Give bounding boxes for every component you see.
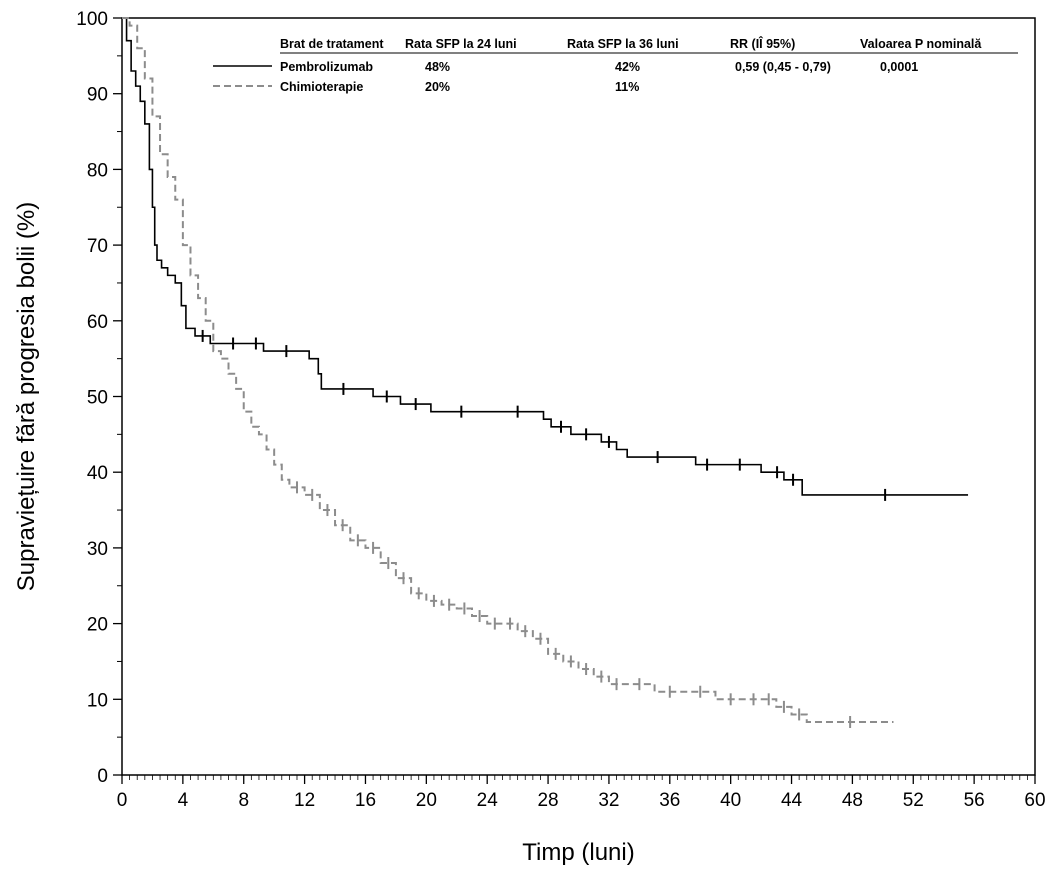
y-tick-label: 70: [87, 236, 108, 257]
y-tick-label: 40: [87, 463, 108, 484]
legend-table: Brat de tratament Rata SFP la 24 luni Rata…: [213, 36, 1018, 94]
table-header: Brat de tratament: [280, 37, 384, 51]
x-axis-title: Timp (luni): [522, 839, 634, 866]
y-tick-label: 60: [87, 312, 108, 333]
x-tick-label: 40: [720, 790, 741, 811]
table-cell: 0,0001: [880, 60, 918, 74]
y-tick-label: 100: [76, 9, 108, 30]
table-cell: 0,59 (0,45 - 0,79): [735, 60, 831, 74]
plot-border: [121, 17, 1036, 776]
table-cell: 11%: [615, 80, 639, 94]
x-tick-label: 32: [598, 790, 619, 811]
x-tick-label: 24: [477, 790, 499, 811]
x-tick-label: 20: [416, 790, 437, 811]
survival-curves: [122, 17, 969, 729]
table-cell: Pembrolizumab: [280, 60, 373, 74]
x-tick-label: 52: [903, 790, 924, 811]
y-tick-label: 20: [87, 615, 108, 636]
table-cell: 42%: [615, 60, 640, 74]
y-tick-label: 10: [87, 690, 108, 711]
plot-frame: [121, 17, 1036, 776]
x-tick-label: 8: [238, 790, 249, 811]
y-tick-label: 0: [97, 766, 108, 787]
x-tick-label: 12: [294, 790, 315, 811]
y-axis-title: Supraviețuire fără progresia bolii (%): [13, 202, 40, 592]
x-tick-label: 44: [781, 790, 803, 811]
x-tick-label: 4: [178, 790, 189, 811]
y-axis: 0 10 20 30 40 50 60 70 80 90 100: [76, 9, 122, 787]
curve-pembrolizumab: [122, 17, 969, 496]
table-cell: Chimioterapie: [280, 80, 363, 94]
x-tick-label: 48: [842, 790, 863, 811]
x-tick-label: 60: [1024, 790, 1045, 811]
table-header: Rata SFP la 36 luni: [567, 37, 679, 51]
y-tick-label: 30: [87, 539, 108, 560]
y-tick-label: 90: [87, 85, 108, 106]
y-tick-label: 80: [87, 160, 108, 181]
x-tick-label: 36: [659, 790, 680, 811]
table-header: Rata SFP la 24 luni: [405, 37, 517, 51]
y-tick-label: 50: [87, 388, 108, 409]
table-cell: 48%: [425, 60, 450, 74]
x-tick-label: 56: [964, 790, 985, 811]
table-header: RR (IÎ 95%): [730, 36, 795, 51]
x-tick-label: 28: [537, 790, 558, 811]
table-cell: 20%: [425, 80, 450, 94]
x-tick-label: 0: [117, 790, 128, 811]
table-header: Valoarea P nominală: [860, 37, 982, 51]
x-axis: 0 4 8 12 16 20 24 28 32 36 40 44 48 52 56 60: [117, 775, 1046, 811]
curve-chimioterapie: [122, 17, 894, 724]
x-tick-label: 16: [355, 790, 376, 811]
